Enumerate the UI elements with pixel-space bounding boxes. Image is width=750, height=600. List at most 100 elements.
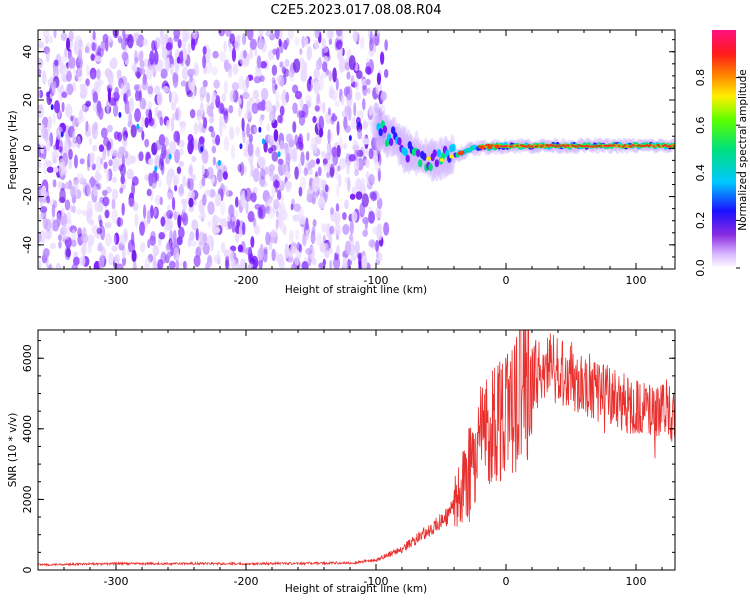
signal-blob [422,152,427,161]
noise-blob [326,143,331,154]
noise-blob [247,210,255,223]
noise-blob [242,221,246,236]
noise-blob [57,181,63,190]
noise-blob [188,178,194,191]
noise-blob [171,91,178,106]
noise-blob [141,116,146,129]
noise-blob [342,211,347,221]
noise-blob [166,56,170,72]
noise-blob [228,204,235,218]
noise-blob [309,168,313,176]
noise-blob [368,148,374,160]
noise-blob [90,176,95,189]
noise-blob [250,192,257,203]
noise-blob [168,90,172,103]
noise-blob [160,68,168,79]
noise-blob [215,134,221,146]
noise-blob [136,71,141,79]
snr-series [38,330,675,567]
noise-blob [154,172,160,182]
signal-halo [405,128,412,175]
noise-blob [294,36,300,46]
signal-blob [388,137,394,146]
noise-blob [245,105,252,120]
noise-blob [292,102,298,114]
noise-blob [158,179,162,188]
noise-blob [365,78,371,86]
noise-blob [122,126,128,142]
noise-blob [178,148,184,156]
noise-blob [199,86,207,98]
noise-blob [42,248,50,258]
noise-blob [187,42,192,55]
noise-blob [67,51,73,61]
noise-blob [374,30,381,39]
noise-blob [121,202,125,216]
noise-blob [111,188,119,200]
noise-blob [173,30,181,40]
noise-blob [351,210,358,223]
noise-blob [223,121,227,130]
noise-blob [76,57,81,67]
noise-blob [47,120,51,133]
noise-blob [70,115,74,122]
noise-speck [277,151,281,158]
noise-blob [82,83,88,98]
noise-blob [66,37,71,51]
x-tick-label: -100 [364,274,389,287]
noise-blob [237,163,242,173]
noise-blob [219,51,227,63]
noise-blob [295,228,300,241]
noise-blob [338,173,342,188]
noise-blob [207,201,215,215]
noise-blob [116,263,124,269]
noise-blob [76,208,83,215]
noise-blob [202,193,207,206]
noise-blob [326,30,334,39]
noise-blob [46,195,51,204]
noise-blob [376,192,381,201]
noise-blob [352,30,358,42]
noise-blob [236,219,241,228]
noise-blob [116,151,124,159]
noise-blob [159,116,164,126]
spectrogram-heatmap [38,30,675,269]
noise-blob [221,107,229,116]
noise-blob [338,157,347,170]
noise-blob [118,165,124,172]
transition-spot [494,144,500,149]
noise-blob [257,101,265,111]
noise-blob [219,102,225,114]
noise-blob [282,98,287,107]
noise-blob [181,66,189,81]
noise-blob [362,98,366,111]
noise-blob [326,171,331,178]
noise-blob [144,174,150,181]
noise-blob [355,91,362,101]
noise-blob [147,158,154,166]
noise-blob [163,223,168,236]
noise-blob [321,61,328,72]
noise-blob [328,233,333,248]
noise-blob [181,37,187,51]
noise-blob [151,40,156,51]
noise-blob [70,185,76,198]
noise-blob [51,80,57,94]
noise-blob [273,129,279,142]
noise-blob [342,257,348,269]
noise-blob [111,245,118,252]
noise-blob [310,136,318,149]
noise-blob [162,85,170,93]
noise-blob [109,59,117,70]
noise-blob [104,209,110,219]
noise-blob [306,45,312,61]
noise-blob [112,157,119,167]
noise-blob [277,253,284,266]
noise-blob [229,214,237,226]
noise-blob [241,32,247,46]
noise-blob [68,30,74,42]
noise-blob [320,72,328,79]
noise-blob [314,105,320,112]
noise-blob [170,246,174,257]
noise-blob [89,152,94,167]
